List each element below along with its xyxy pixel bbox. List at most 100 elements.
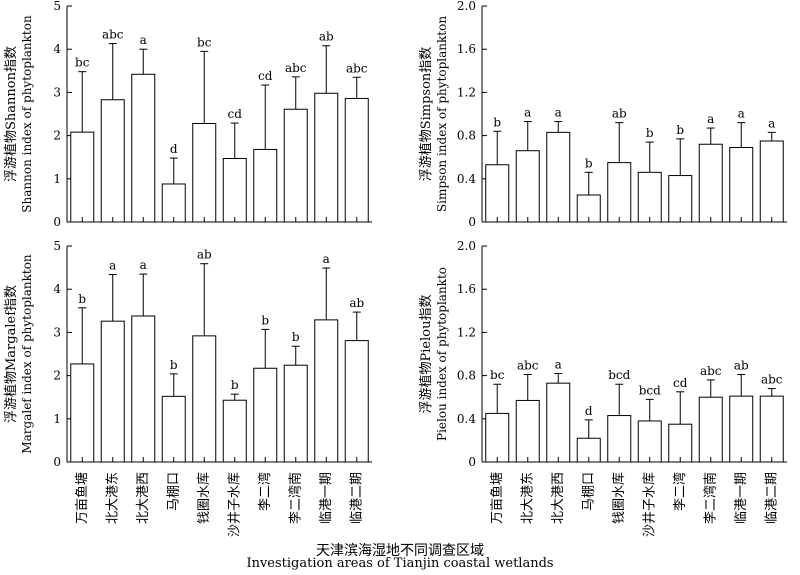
panel-4-x-tick-label: 北大港西	[551, 472, 566, 524]
panel-1-bar	[70, 131, 95, 223]
panel-1-y-title-english: Shannon index of phytoplankton	[20, 15, 34, 213]
panel-2-bar	[485, 164, 510, 223]
panel-3-significance-letter: a	[109, 259, 116, 273]
panel-4-x-tick-label: 钱圈水库	[611, 472, 627, 524]
panel-3-y-title-english: Margalef index of phytoplankton	[20, 254, 34, 454]
panel-2-bar	[515, 150, 540, 223]
panel-4-y-tick-label: 0.8	[457, 369, 476, 383]
panel-1-y-tick-label: 4	[53, 42, 61, 56]
panel-3-bar	[70, 363, 95, 463]
panel-4-significance-letter: bcd	[608, 368, 630, 382]
panel-1-significance-letter: bc	[197, 35, 212, 49]
panel-4-y-tick-label: 0.4	[457, 412, 476, 426]
panel-4-significance-letter: cd	[673, 376, 688, 390]
panel-1-bar	[161, 183, 186, 223]
panel-3-x-tick-label: 李二湾	[257, 472, 273, 511]
panel-4-x-tick-label: 李二湾南	[702, 472, 718, 524]
panel-3-significance-letter: b	[231, 378, 239, 392]
panel-3-x-tick-label: 临港二期	[349, 472, 364, 524]
panel-3-significance-letter: b	[78, 292, 86, 306]
panel-1-y-tick-label: 2	[53, 129, 61, 143]
panel-2-y-title-chinese: 浮游植物Simpson指数	[419, 47, 434, 182]
panel-2-significance-letter: a	[524, 106, 531, 120]
panel-4-bar	[515, 399, 540, 463]
panel-4-bar	[729, 395, 754, 463]
panel-3-significance-letter: b	[292, 330, 300, 344]
panel-2-bar	[759, 140, 784, 223]
panel-4-y-tick-label: 1.2	[457, 325, 476, 339]
panel-3-x-tick-label: 李二湾南	[287, 472, 303, 524]
panel-3-x-tick-label: 马棚口	[166, 472, 181, 511]
panel-4-bar	[607, 415, 632, 463]
panel-1-significance-letter: cd	[258, 69, 273, 83]
panel-3-significance-letter: ab	[197, 248, 212, 262]
panel-4-x-tick-label: 沙井子水库	[641, 472, 657, 537]
panel-1-bar	[222, 157, 247, 223]
panel-2-significance-letter: a	[555, 106, 562, 120]
panel-3-x-tick-label: 万亩鱼塘	[74, 472, 90, 524]
panel-2-significance-letter: a	[707, 112, 714, 126]
panel-4-x-tick-label: 北大港东	[520, 472, 535, 524]
panel-4-significance-letter: ab	[734, 359, 749, 373]
panel-1-significance-letter: a	[140, 33, 147, 47]
panel-1-bar	[344, 97, 369, 223]
panel-4-x-tick-label: 万亩鱼塘	[489, 472, 505, 524]
panel-4-significance-letter: abc	[700, 364, 722, 378]
panel-3-bar	[283, 364, 308, 463]
panel-3-y-tick-label: 3	[53, 325, 61, 339]
panel-3-significance-letter: b	[261, 313, 269, 327]
panel-4-significance-letter: a	[555, 357, 562, 371]
panel-4-significance-letter: abc	[517, 359, 539, 373]
panel-4-significance-letter: abc	[761, 373, 783, 387]
panel-4-significance-letter: bcd	[639, 383, 661, 397]
panel-4-bar	[637, 420, 662, 463]
panel-4-bar	[759, 395, 784, 463]
panel-1-significance-letter: ab	[319, 30, 334, 44]
panel-2-significance-letter: b	[493, 115, 501, 129]
panel-3-bar	[222, 399, 247, 463]
panel-3-significance-letter: b	[170, 358, 178, 372]
panel-3-y-tick-label: 0	[53, 455, 61, 469]
panel-1-y-tick-label: 3	[53, 85, 61, 99]
x-axis-title-english: Investigation areas of Tianjin coastal w…	[246, 556, 554, 571]
panel-3-x-tick-label: 北大港东	[105, 472, 120, 524]
panel-3-significance-letter: ab	[349, 296, 364, 310]
panel-4-significance-letter: bc	[490, 368, 505, 382]
panel-3-x-tick-label: 钱圈水库	[196, 472, 212, 524]
panel-3-significance-letter: a	[323, 252, 330, 266]
panel-3-x-tick-label: 临港一期	[319, 472, 334, 524]
panel-2-y-tick-label: 1.2	[457, 85, 476, 99]
panel-2-y-tick-label: 2.0	[457, 0, 476, 13]
panel-3-bar	[253, 367, 278, 463]
panel-4-x-tick-label: 临港二期	[764, 472, 779, 524]
panel-2-bar	[698, 143, 723, 223]
panel-2-bar	[607, 162, 632, 223]
panel-3-y-tick-label: 2	[53, 369, 61, 383]
panel-2-y-title-english: Simpson index of phytoplankton	[435, 16, 449, 212]
x-axis-title-chinese: 天津滨海湿地不同调查区域	[316, 543, 484, 559]
panel-3-y-title-chinese: 浮游植物Margalef指数	[4, 285, 19, 423]
panel-2-significance-letter: a	[768, 116, 775, 130]
panel-3-y-tick-label: 1	[53, 412, 61, 426]
panel-1-bar	[100, 99, 125, 223]
panel-2-significance-letter: a	[738, 107, 745, 121]
panel-1-bar	[283, 108, 308, 223]
panel-2-bar	[729, 146, 754, 223]
panel-4-bar	[485, 412, 510, 463]
panel-1-significance-letter: cd	[228, 107, 243, 121]
panel-1-significance-letter: d	[170, 142, 178, 156]
panel-3-bar	[192, 335, 217, 463]
panel-4-bar	[698, 396, 723, 463]
panel-4-y-tick-label: 2.0	[457, 239, 476, 253]
panel-2-y-tick-label: 0	[468, 215, 476, 229]
panel-1-y-tick-label: 1	[53, 172, 61, 186]
panel-2-bar	[637, 171, 662, 223]
panel-3-significance-letter: a	[140, 258, 147, 272]
panel-3-x-tick-label: 北大港西	[136, 472, 151, 524]
panel-1-y-tick-label: 5	[53, 0, 61, 13]
panel-3-bar	[314, 319, 339, 463]
panel-3-y-tick-label: 5	[53, 239, 61, 253]
panel-1-y-title-chinese: 浮游植物Shannon指数	[4, 46, 19, 182]
panel-3-y-tick-label: 4	[53, 282, 61, 296]
